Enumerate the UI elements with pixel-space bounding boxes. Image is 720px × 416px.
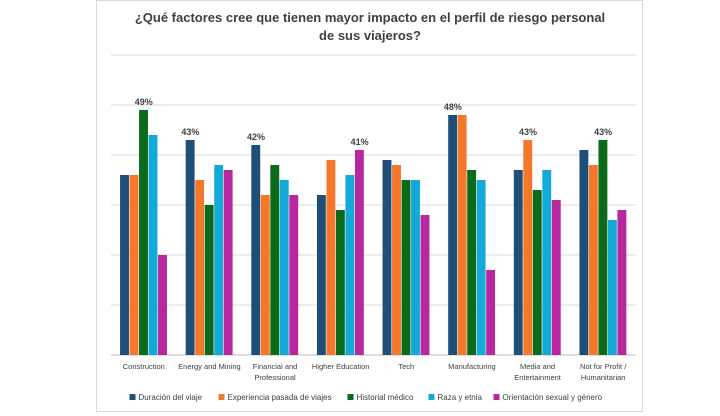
bar: [204, 205, 214, 355]
bar: [148, 135, 158, 355]
legend-label: Duración del viaje: [139, 393, 203, 402]
category-label: Professional: [254, 373, 296, 382]
category-label: Construction: [123, 362, 165, 371]
bar: [158, 255, 167, 355]
category-label: Financial and: [253, 362, 298, 371]
bar: [345, 175, 355, 355]
legend-swatch: [428, 394, 435, 400]
bar: [382, 160, 392, 355]
legend-swatch: [218, 394, 225, 400]
bar: [289, 195, 299, 355]
bar: [457, 115, 467, 355]
bar: [579, 150, 589, 355]
data-label: 49%: [135, 97, 153, 107]
category-label: Not for Profit /: [580, 362, 627, 371]
bar: [523, 140, 533, 355]
bar: [326, 160, 336, 355]
bar: [335, 210, 345, 355]
data-label: 41%: [351, 137, 369, 147]
chart-title: ¿Qué factores cree que tienen mayor impa…: [135, 10, 605, 43]
legend-label: Orientación sexual y género: [503, 393, 603, 402]
bar: [185, 140, 195, 355]
bar: [316, 195, 326, 355]
legend-swatch: [493, 394, 500, 400]
bar: [448, 115, 458, 355]
bar: [551, 200, 561, 355]
data-label: 42%: [247, 132, 265, 142]
data-labels: 49% 43% 42% 41% 48% 43% 43%: [135, 97, 612, 147]
legend-swatch: [129, 394, 136, 400]
legend-label: Experiencia pasada de viajes: [228, 393, 332, 402]
data-label: 43%: [519, 127, 537, 137]
chart-title-line: de sus viajeros?: [319, 28, 421, 43]
bar: [195, 180, 205, 355]
chart-frame: ¿Qué factores cree que tienen mayor impa…: [79, 0, 643, 412]
bar: [486, 270, 496, 355]
bar: [401, 180, 411, 355]
bar: [467, 170, 477, 355]
bar: [532, 190, 542, 355]
category-label: Humanitarian: [581, 373, 626, 382]
bar: [270, 165, 280, 355]
bar: [617, 210, 627, 355]
chart-svg: ¿Qué factores cree que tienen mayor impa…: [79, 10, 636, 402]
bar: [260, 195, 270, 355]
bar: [392, 165, 401, 355]
bar: [542, 170, 552, 355]
bar: [251, 145, 261, 355]
legend-label: Raza y etnia: [438, 393, 483, 402]
bar: [607, 220, 617, 355]
category-label: Higher Education: [312, 362, 370, 371]
bars: [120, 110, 627, 355]
bar: [411, 180, 420, 355]
category-label: Entertainment: [514, 373, 562, 382]
bar: [120, 175, 129, 355]
category-label: Energy and Mining: [178, 362, 241, 371]
bar: [420, 215, 430, 355]
bar: [139, 110, 148, 355]
data-label: 43%: [181, 127, 199, 137]
data-label: 48%: [444, 102, 462, 112]
legend: Duración del viaje Experiencia pasada de …: [129, 393, 603, 402]
bar: [513, 170, 523, 355]
bar: [598, 140, 608, 355]
legend-label: Historial médico: [357, 393, 414, 402]
category-label: Media and: [520, 362, 555, 371]
bar: [476, 180, 486, 355]
bar: [588, 165, 598, 355]
bar: [223, 170, 233, 355]
category-label: Tech: [398, 362, 414, 371]
bar: [129, 175, 139, 355]
bar: [279, 180, 289, 355]
legend-swatch: [347, 394, 354, 400]
chart-title-line: ¿Qué factores cree que tienen mayor impa…: [135, 10, 605, 25]
bar: [354, 150, 364, 355]
category-label: Manufacturing: [448, 362, 496, 371]
data-label: 43%: [594, 127, 612, 137]
x-axis-category-labels: Construction Energy and Mining Financial a…: [123, 362, 627, 382]
bar: [214, 165, 224, 355]
